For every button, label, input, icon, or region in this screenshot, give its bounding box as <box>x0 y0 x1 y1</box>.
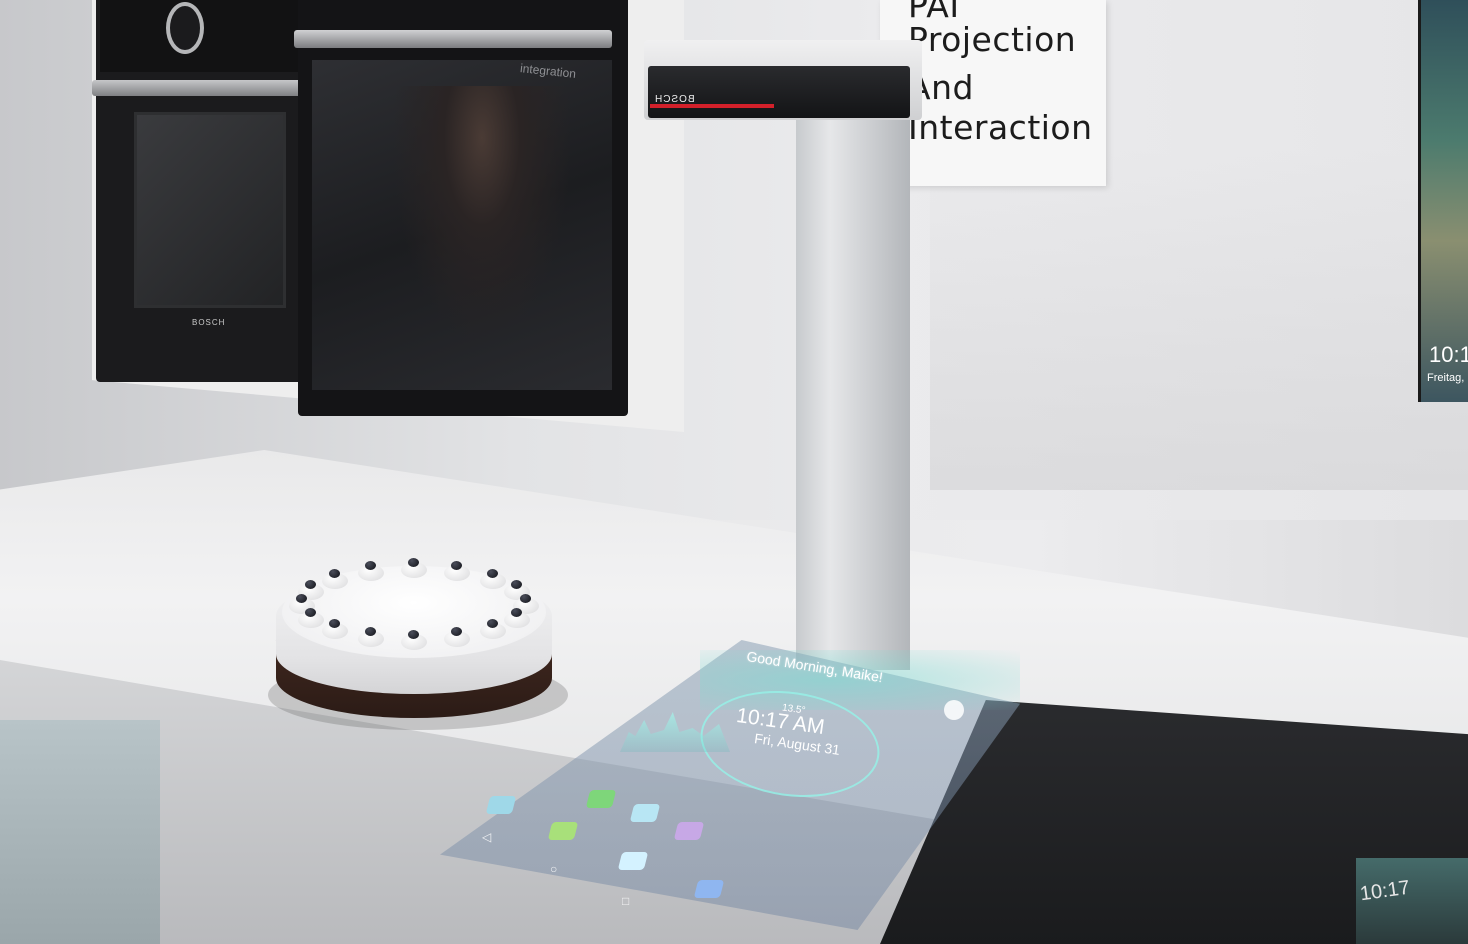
left-oven-handle <box>92 80 324 96</box>
berry <box>450 627 462 637</box>
left-oven-control-panel <box>100 0 318 72</box>
cream-dollop <box>443 564 470 581</box>
projector-lens <box>648 66 910 118</box>
berry <box>365 560 377 570</box>
wall-shadow <box>930 150 1468 490</box>
berry <box>328 619 340 629</box>
cream-dollop <box>358 564 385 581</box>
berry <box>304 580 316 590</box>
berry <box>520 594 531 603</box>
cream-dollop <box>480 572 507 589</box>
berry <box>328 568 340 578</box>
projector-stand <box>796 88 910 670</box>
user-avatar[interactable] <box>944 700 964 720</box>
cream-dollop <box>297 611 324 628</box>
oven-brand-logo: BOSCH <box>192 318 226 327</box>
sign-line-4: Interaction <box>908 108 1093 147</box>
right-oven-handle <box>294 30 612 48</box>
reflection-person <box>392 86 572 346</box>
cream-dollop <box>401 562 427 578</box>
berry <box>365 627 377 637</box>
app-icon-5[interactable] <box>547 822 579 840</box>
app-icon-2[interactable] <box>585 790 617 808</box>
app-icon-4[interactable] <box>673 822 705 840</box>
app-icon-7[interactable] <box>693 880 725 898</box>
berry <box>487 619 499 629</box>
projector-brand-label: BOSCH <box>654 94 695 105</box>
counter-front-panel <box>0 720 160 944</box>
sign-line-1: PAI <box>908 0 960 25</box>
sign-line-2: Projection <box>908 20 1077 59</box>
cream-dollop <box>480 623 507 640</box>
home-nav-icon[interactable]: ○ <box>550 862 558 876</box>
berry <box>511 607 523 617</box>
recent-nav-icon[interactable]: □ <box>622 894 630 908</box>
wall-tablet-time: 10:1 <box>1429 342 1468 367</box>
cream-dollop <box>358 631 385 648</box>
projector-red-stripe <box>650 104 774 108</box>
app-icon-6[interactable] <box>617 852 649 870</box>
cream-dollop <box>401 634 427 650</box>
cream-dollop <box>321 623 348 640</box>
app-icon-1[interactable] <box>485 796 517 814</box>
left-oven-window <box>134 112 286 308</box>
berry <box>408 630 419 639</box>
cooktop-display <box>1356 858 1468 944</box>
oven-knob <box>166 2 204 54</box>
cream-dollop <box>321 572 348 589</box>
wall-tablet-date: Freitag, <box>1427 372 1465 384</box>
app-icon-3[interactable] <box>629 804 661 822</box>
cream-dollop <box>443 631 470 648</box>
berry <box>296 594 307 603</box>
back-nav-icon[interactable]: ◁ <box>482 830 492 844</box>
berry <box>408 558 419 567</box>
berry <box>511 580 523 590</box>
cream-dollop <box>504 611 531 628</box>
wall-tablet: 10:1 Freitag, <box>1418 0 1468 402</box>
berry <box>304 607 316 617</box>
projection-glow <box>700 650 1020 710</box>
berry <box>450 560 462 570</box>
berry <box>487 568 499 578</box>
